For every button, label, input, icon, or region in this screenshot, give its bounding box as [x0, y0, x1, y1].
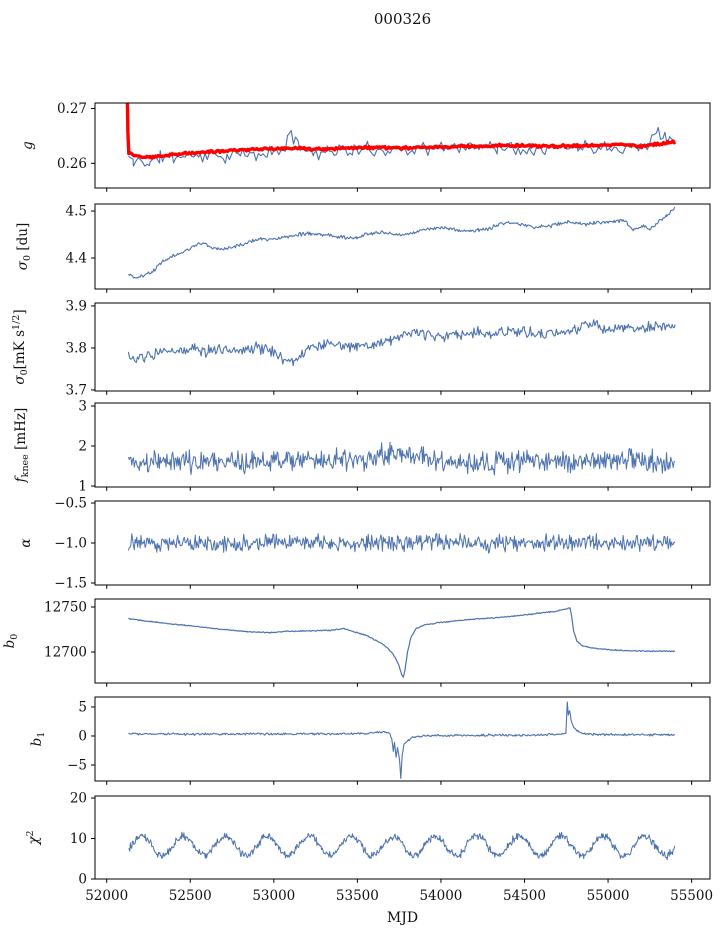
y-tick-label: 4.4: [66, 251, 87, 267]
series-fknee: [127, 441, 676, 476]
x-tick-label: 55000: [587, 888, 630, 904]
y-tick-label: −5: [67, 757, 87, 773]
y-axis-label-alpha: α: [18, 538, 34, 547]
panel-frame-sigma0-du: [94, 203, 711, 290]
panel-alpha: −1.5 −1.0 −0.5 α: [18, 496, 711, 592]
panel-frame-b0: [94, 598, 711, 684]
y-tick-label: 3.7: [66, 382, 87, 398]
panel-frame-fknee: [94, 402, 711, 488]
figure-title: 000326: [374, 10, 431, 28]
y-tick-label: 2: [78, 439, 87, 455]
y-tick-label: 3.8: [66, 340, 87, 356]
panel-fknee: 1 2 3 fknee [mHz]: [13, 399, 711, 495]
x-tick-label: 52000: [85, 888, 128, 904]
y-axis-label-sigma0-mks: σ0[mK s1/2]: [11, 309, 30, 384]
x-tick-label: 53000: [252, 888, 295, 904]
y-tick-label: 4.5: [66, 204, 87, 220]
y-tick-label: −1.5: [54, 576, 87, 592]
y-tick-label: 3.9: [66, 298, 87, 314]
series-sigma0-mks: [127, 319, 676, 367]
y-tick-label: −0.5: [54, 496, 87, 512]
panel-sigma0-mks: 3.7 3.8 3.9 σ0[mK s1/2]: [11, 298, 711, 398]
y-tick-label: 0.26: [57, 156, 87, 172]
x-tick-label: 53500: [336, 888, 379, 904]
series-b0: [128, 607, 675, 678]
series-b1: [128, 701, 676, 779]
y-tick-label: 12750: [44, 600, 87, 616]
y-axis-label-b0: b0: [2, 634, 20, 649]
y-tick-label: 0.27: [57, 101, 87, 117]
x-axis-label: MJD: [387, 910, 418, 926]
x-tick-label: 55500: [670, 888, 713, 904]
series-sigma0-du: [128, 206, 676, 279]
y-axis-label-b1: b1: [29, 732, 47, 747]
panel-b1: −5 0 5 b1: [29, 696, 711, 785]
series-alpha: [127, 533, 676, 554]
y-tick-label: 3: [78, 399, 87, 415]
y-tick-label: 0: [78, 872, 87, 888]
y-tick-label: 12700: [44, 645, 87, 661]
panel-chi2: 0 10 20 χ2: [25, 791, 711, 888]
series-chi2: [128, 831, 676, 861]
y-axis-label-fknee: fknee [mHz]: [13, 408, 31, 484]
panel-frame-gain: [94, 102, 711, 189]
panel-gain: 0.26 0.27 g: [20, 101, 711, 192]
panel-frame-sigma0-mks: [94, 302, 711, 392]
y-tick-label: 5: [78, 699, 87, 715]
panel-sigma0-du: 4.4 4.5 σ0 [du]: [15, 203, 711, 293]
y-tick-label: −1.0: [54, 536, 87, 552]
panel-b0: 12700 12750 b0: [2, 598, 711, 687]
y-tick-label: 1: [78, 479, 87, 495]
y-tick-label: 20: [70, 791, 87, 807]
y-tick-label: 0: [78, 728, 87, 744]
y-tick-label: 10: [70, 831, 87, 847]
x-tick-label: 54500: [503, 888, 546, 904]
panel-frame-chi2: [94, 795, 711, 880]
panel-frame-b1: [94, 696, 711, 782]
x-tick-label: 54000: [419, 888, 462, 904]
y-axis-label-gain: g: [20, 141, 36, 150]
y-axis-label-sigma0-du: σ0 [du]: [15, 223, 33, 270]
series-gain-smoothed-fit: [125, 103, 677, 160]
y-axis-label-chi2: χ2: [25, 830, 42, 845]
x-tick-label: 52500: [169, 888, 212, 904]
